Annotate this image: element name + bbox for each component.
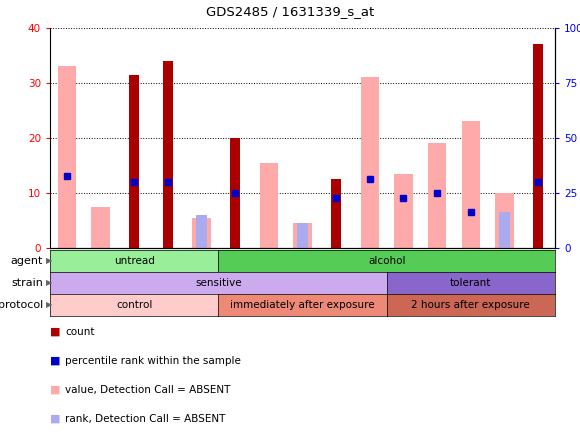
- Text: GDS2485 / 1631339_s_at: GDS2485 / 1631339_s_at: [206, 5, 374, 18]
- Text: ■: ■: [50, 413, 60, 424]
- Text: tolerant: tolerant: [450, 278, 491, 288]
- Bar: [129, 75, 139, 248]
- Bar: [331, 179, 341, 248]
- Bar: [197, 215, 206, 248]
- Text: ▶: ▶: [46, 278, 53, 288]
- Bar: [534, 44, 543, 248]
- Bar: [495, 193, 514, 248]
- Text: immediately after exposure: immediately after exposure: [230, 300, 375, 310]
- Text: percentile rank within the sample: percentile rank within the sample: [65, 356, 241, 366]
- Bar: [57, 67, 76, 248]
- Bar: [163, 61, 172, 248]
- Text: rank, Detection Call = ABSENT: rank, Detection Call = ABSENT: [65, 413, 226, 424]
- Bar: [91, 207, 110, 248]
- Text: strain: strain: [11, 278, 43, 288]
- Text: 2 hours after exposure: 2 hours after exposure: [411, 300, 530, 310]
- Text: ▶: ▶: [46, 257, 53, 266]
- Text: protocol: protocol: [0, 300, 43, 310]
- Bar: [462, 122, 480, 248]
- Bar: [260, 163, 278, 248]
- Text: sensitive: sensitive: [195, 278, 242, 288]
- Text: untread: untread: [114, 256, 155, 266]
- Text: ▶: ▶: [46, 301, 53, 309]
- Bar: [361, 78, 379, 248]
- Text: ■: ■: [50, 385, 60, 395]
- Bar: [394, 174, 413, 248]
- Bar: [298, 223, 307, 248]
- Text: count: count: [65, 327, 95, 337]
- Text: value, Detection Call = ABSENT: value, Detection Call = ABSENT: [65, 385, 230, 395]
- Bar: [293, 223, 312, 248]
- Bar: [192, 218, 211, 248]
- Text: ■: ■: [50, 356, 60, 366]
- Bar: [230, 138, 240, 248]
- Bar: [428, 143, 447, 248]
- Text: ■: ■: [50, 327, 60, 337]
- Text: alcohol: alcohol: [368, 256, 405, 266]
- Bar: [499, 212, 510, 248]
- Text: control: control: [116, 300, 153, 310]
- Text: agent: agent: [10, 256, 43, 266]
